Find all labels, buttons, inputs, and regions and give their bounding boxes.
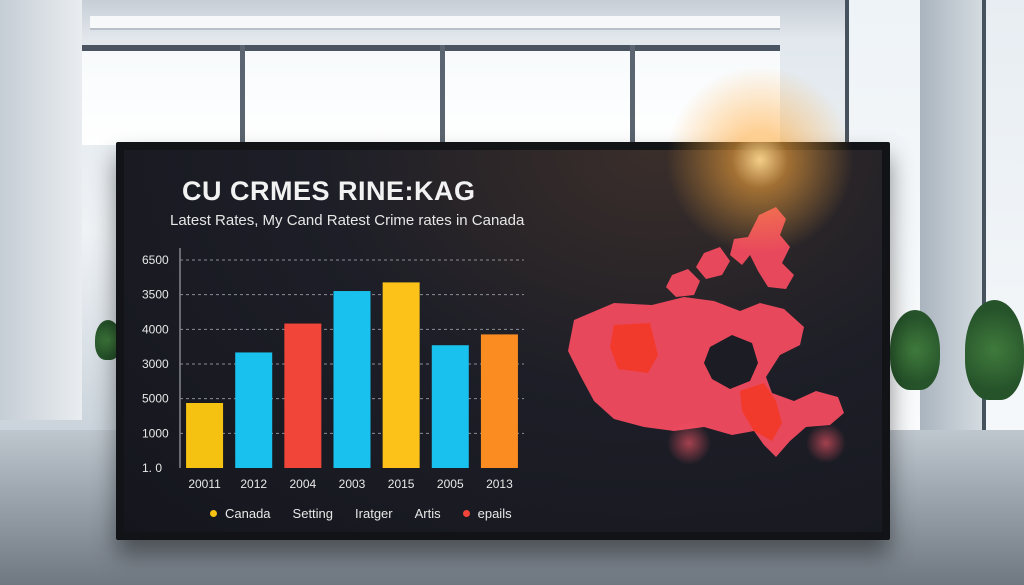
bar [235,352,273,468]
y-tick-label: 5000 [142,392,169,406]
bar [186,403,224,468]
x-tick-label: 20011 [188,477,221,491]
x-tick-label: 2005 [437,477,464,491]
bar [480,334,518,468]
y-tick-label: 3500 [142,288,169,302]
bar [284,323,322,468]
legend-label: Canada [225,505,271,521]
potted-plant [890,310,940,390]
left-pillar [0,0,82,420]
background-windows [80,45,780,145]
y-tick-label: 4000 [142,322,169,336]
x-tick-label: 2003 [339,477,366,491]
bar [333,291,371,468]
legend-item: Setting [293,506,333,521]
potted-plant [965,300,1024,400]
x-tick-label: 2004 [290,477,317,491]
map-glow [806,423,846,463]
legend-item: Iratger [355,506,393,521]
legend-label: Iratger [355,505,393,521]
map-highlight-region [610,323,658,373]
y-tick-label: 3000 [142,357,169,371]
legend-label: Artis [414,505,441,521]
bar [431,345,469,468]
legend-item: epails [462,505,512,521]
map-arctic-islands [666,207,794,297]
legend-label: Setting [292,505,334,521]
y-tick-label: 1000 [142,426,169,440]
map-highlight-region [740,383,782,441]
bar-chart: 6500 3500 4000 3000 5000 1000 1. 0 20011 2012 200… [142,248,524,491]
bar [382,282,420,468]
screen-content: CU CRMES RINE:KAG Latest Rates, My Cand … [124,150,882,532]
legend-marker [210,509,217,517]
map-hudson-bay [704,335,758,389]
canada-map [568,207,846,465]
ceiling-light-panel [90,16,780,30]
window-mullion [440,45,445,145]
y-tick-label: 6500 [142,253,169,267]
x-tick-label: 2012 [240,477,267,491]
y-tick-label: 1. 0 [142,461,162,475]
x-tick-label: 2013 [486,477,513,491]
chart-legend: Canada Setting Iratger Artis epails [210,502,512,524]
legend-item: Artis [415,506,441,521]
map-glow [667,421,711,465]
window-mullion [240,45,245,145]
x-tick-label: 2015 [388,477,415,491]
legend-label: epails [477,505,512,521]
window-mullion [630,45,635,145]
chart-subtitle: Latest Rates, My Cand Ratest Crime rates… [170,212,525,229]
legend-marker [462,509,470,517]
display-screen: CU CRMES RINE:KAG Latest Rates, My Cand … [116,142,890,540]
chart-title: CU CRMES RINE:KAG [182,176,476,206]
legend-item: Canada [210,506,271,521]
